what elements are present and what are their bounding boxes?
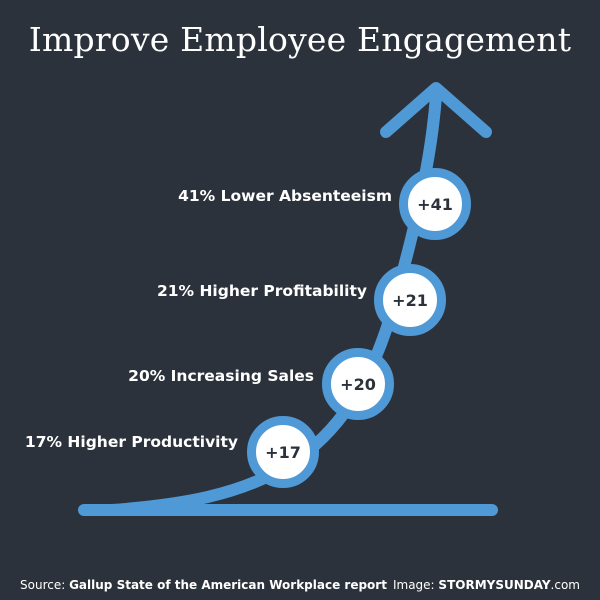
arrow-head xyxy=(380,82,492,138)
badge-sales: +20 xyxy=(322,348,394,420)
label-productivity: 17% Higher Productivity xyxy=(24,433,238,451)
source-prefix: Source: xyxy=(20,578,70,592)
image-brand: STORMYSUNDAY xyxy=(438,578,551,592)
page-title: Improve Employee Engagement xyxy=(28,20,572,59)
label-profitability: 21% Higher Profitability xyxy=(156,282,367,300)
badge-profitability: +21 xyxy=(374,264,446,336)
badge-productivity: +17 xyxy=(247,416,319,488)
label-sales: 20% Increasing Sales xyxy=(128,367,314,385)
growth-curve xyxy=(106,90,442,516)
badge-absenteeism: +41 xyxy=(399,168,471,240)
image-credit: Image: STORMYSUNDAY.com xyxy=(393,578,580,592)
image-suffix: .com xyxy=(550,578,580,592)
image-prefix: Image: xyxy=(392,578,439,592)
source-credit: Source: Gallup State of the American Wor… xyxy=(20,578,387,592)
source-text: Gallup State of the American Workplace r… xyxy=(69,578,387,592)
label-absenteeism: 41% Lower Absenteeism xyxy=(178,187,392,205)
